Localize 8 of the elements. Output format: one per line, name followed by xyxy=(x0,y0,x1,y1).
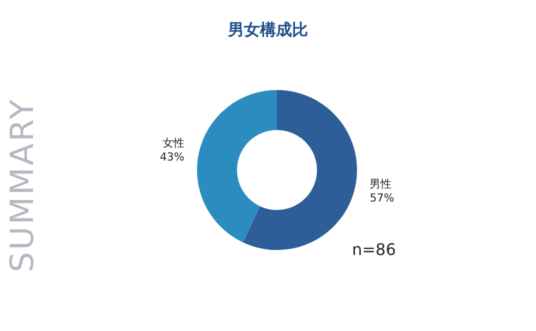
data-label: 43% xyxy=(160,150,184,164)
chart-title: 男女構成比 xyxy=(226,20,309,41)
data-label: 57% xyxy=(370,192,394,205)
donut-slice xyxy=(197,90,277,242)
slice-label: 女性 xyxy=(162,136,184,150)
text: SUMMARY xyxy=(3,98,41,272)
text: n=86 xyxy=(352,240,396,259)
slice-label: 男性 xyxy=(370,178,392,191)
